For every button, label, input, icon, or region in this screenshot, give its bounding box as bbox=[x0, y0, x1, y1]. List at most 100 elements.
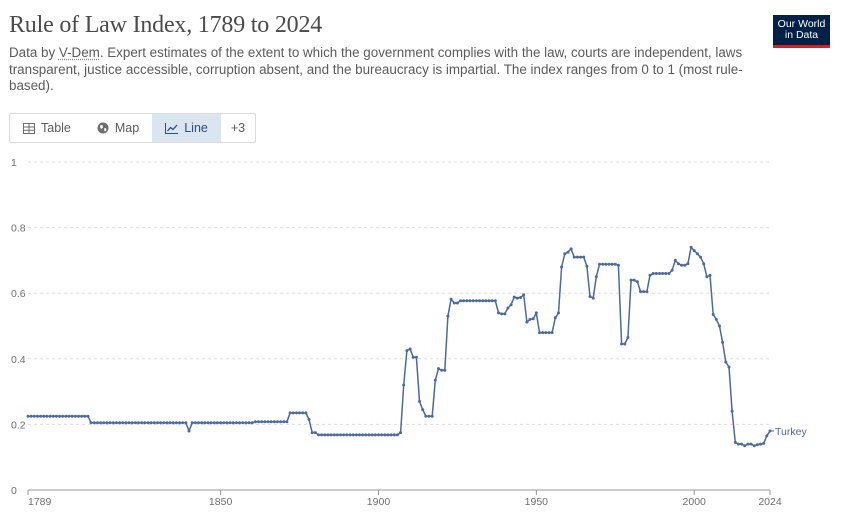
data-point[interactable] bbox=[64, 414, 68, 418]
data-point[interactable] bbox=[635, 280, 639, 284]
data-point[interactable] bbox=[490, 299, 494, 303]
data-point[interactable] bbox=[348, 433, 352, 437]
data-point[interactable] bbox=[459, 299, 463, 303]
data-point[interactable] bbox=[421, 408, 425, 412]
data-point[interactable] bbox=[250, 421, 254, 425]
data-point[interactable] bbox=[244, 421, 248, 425]
data-point[interactable] bbox=[351, 433, 355, 437]
data-point[interactable] bbox=[699, 255, 702, 259]
data-point[interactable] bbox=[582, 255, 586, 259]
data-point[interactable] bbox=[80, 414, 84, 418]
data-point[interactable] bbox=[465, 299, 469, 303]
data-point[interactable] bbox=[506, 306, 510, 310]
data-point[interactable] bbox=[414, 355, 418, 359]
data-point[interactable] bbox=[667, 272, 671, 275]
data-point[interactable] bbox=[718, 324, 721, 328]
data-point[interactable] bbox=[474, 299, 478, 303]
data-point[interactable] bbox=[181, 421, 185, 425]
data-point[interactable] bbox=[437, 367, 440, 371]
data-point[interactable] bbox=[282, 420, 286, 424]
data-point[interactable] bbox=[525, 320, 529, 324]
data-point[interactable] bbox=[92, 421, 96, 425]
data-point[interactable] bbox=[487, 299, 491, 303]
data-point[interactable] bbox=[497, 311, 500, 315]
data-point[interactable] bbox=[509, 303, 513, 307]
data-point[interactable] bbox=[395, 433, 399, 437]
data-point[interactable] bbox=[99, 421, 103, 425]
data-point[interactable] bbox=[58, 414, 62, 418]
data-point[interactable] bbox=[519, 296, 523, 299]
series-line-turkey[interactable] bbox=[28, 246, 771, 447]
data-point[interactable] bbox=[733, 440, 737, 444]
data-point[interactable] bbox=[560, 265, 564, 269]
data-point[interactable] bbox=[159, 421, 163, 425]
data-point[interactable] bbox=[594, 275, 598, 279]
data-point[interactable] bbox=[39, 414, 43, 418]
data-point[interactable] bbox=[651, 272, 655, 275]
data-point[interactable] bbox=[323, 433, 327, 437]
data-point[interactable] bbox=[105, 421, 109, 425]
data-point[interactable] bbox=[29, 414, 33, 418]
data-point[interactable] bbox=[433, 378, 437, 382]
tab-line[interactable]: Line bbox=[152, 114, 221, 142]
data-point[interactable] bbox=[42, 414, 46, 418]
data-point[interactable] bbox=[73, 414, 77, 418]
data-point[interactable] bbox=[452, 301, 456, 305]
data-point[interactable] bbox=[313, 431, 317, 435]
data-point[interactable] bbox=[708, 273, 712, 277]
data-point[interactable] bbox=[443, 368, 447, 372]
data-point[interactable] bbox=[705, 275, 709, 279]
data-point[interactable] bbox=[354, 433, 358, 437]
data-point[interactable] bbox=[500, 312, 504, 316]
data-point[interactable] bbox=[143, 421, 147, 425]
data-point[interactable] bbox=[736, 442, 740, 446]
data-point[interactable] bbox=[743, 444, 747, 448]
data-point[interactable] bbox=[478, 299, 481, 303]
data-point[interactable] bbox=[358, 433, 361, 437]
data-point[interactable] bbox=[162, 421, 166, 425]
data-point[interactable] bbox=[762, 441, 766, 445]
data-point[interactable] bbox=[585, 264, 589, 268]
data-point[interactable] bbox=[604, 262, 608, 266]
data-point[interactable] bbox=[411, 355, 415, 359]
data-point[interactable] bbox=[263, 420, 267, 424]
data-point[interactable] bbox=[430, 414, 434, 418]
data-point[interactable] bbox=[759, 442, 762, 446]
data-point[interactable] bbox=[522, 293, 526, 297]
data-point[interactable] bbox=[557, 311, 560, 315]
data-point[interactable] bbox=[317, 433, 320, 437]
data-point[interactable] bbox=[572, 255, 576, 259]
data-point[interactable] bbox=[234, 421, 238, 425]
data-point[interactable] bbox=[616, 263, 620, 267]
data-point[interactable] bbox=[392, 433, 396, 437]
data-point[interactable] bbox=[418, 399, 421, 403]
data-point[interactable] bbox=[462, 299, 466, 303]
data-point[interactable] bbox=[676, 262, 680, 266]
data-point[interactable] bbox=[238, 421, 241, 425]
owid-logo[interactable]: Our World in Data bbox=[773, 15, 830, 48]
data-point[interactable] bbox=[247, 421, 251, 425]
data-point[interactable] bbox=[203, 421, 207, 425]
data-point[interactable] bbox=[156, 421, 159, 425]
tab-table[interactable]: Table bbox=[10, 114, 84, 142]
data-point[interactable] bbox=[389, 433, 393, 437]
data-point[interactable] bbox=[515, 296, 519, 300]
data-point[interactable] bbox=[503, 312, 507, 316]
data-point[interactable] bbox=[184, 421, 188, 425]
data-point[interactable] bbox=[174, 421, 178, 425]
data-point[interactable] bbox=[639, 290, 642, 294]
data-point[interactable] bbox=[711, 313, 715, 316]
data-point[interactable] bbox=[752, 444, 756, 448]
data-point[interactable] bbox=[563, 252, 567, 256]
data-point[interactable] bbox=[272, 420, 276, 424]
data-point[interactable] bbox=[83, 414, 87, 418]
data-point[interactable] bbox=[288, 411, 292, 415]
data-point[interactable] bbox=[367, 433, 371, 437]
data-point[interactable] bbox=[730, 409, 734, 413]
data-point[interactable] bbox=[111, 421, 115, 425]
data-point[interactable] bbox=[620, 342, 624, 346]
data-point[interactable] bbox=[512, 295, 516, 299]
data-point[interactable] bbox=[645, 290, 649, 294]
data-point[interactable] bbox=[370, 433, 374, 437]
data-point[interactable] bbox=[468, 299, 472, 303]
